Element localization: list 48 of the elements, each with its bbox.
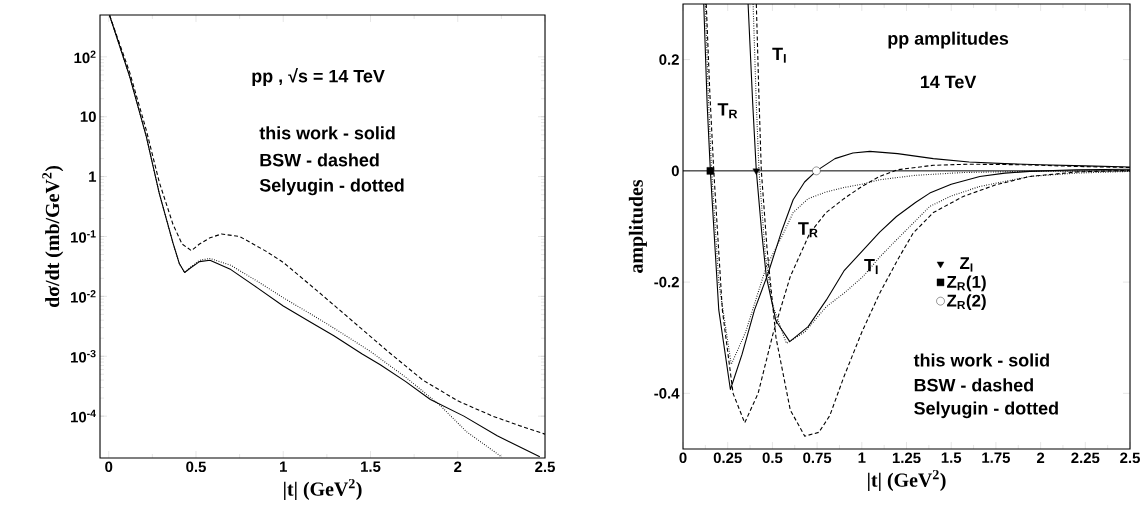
annotation: Selyugin - dotted	[259, 178, 404, 196]
annotation: Selyugin - dotted	[914, 401, 1058, 419]
y-tick-label: 0	[671, 165, 679, 177]
x-tick-label: 1.5	[941, 452, 962, 463]
text: pp amplitudes	[888, 31, 1009, 49]
y-tick-label: 10$^{-4}$	[71, 409, 96, 423]
x-tick-label: 2	[1036, 452, 1045, 463]
x-tick-label: 2.25	[1071, 452, 1100, 464]
x-tick-label: 2	[454, 461, 462, 472]
annotation: T$_{I}$	[772, 47, 786, 63]
x-axis-title: |t| (GeV$^{2}$)	[284, 478, 362, 500]
text: 14 TeV	[920, 75, 977, 89]
y-tick-label: 10$^{2}$	[74, 50, 96, 64]
x-tick-label: 1	[280, 461, 287, 472]
annotation: T$_{I}$	[864, 259, 878, 275]
legend-label: Z$_{R}$(2)	[947, 294, 986, 311]
x-tick-label: 0	[105, 461, 113, 473]
y-tick-label: 1	[89, 171, 97, 182]
x-tick-label: 0.25	[713, 452, 742, 464]
x-tick-label: 1.75	[982, 452, 1011, 463]
x-tick-label: 0.5	[186, 461, 206, 473]
annotation: this work - solid	[259, 126, 395, 140]
y-tick-label: -0.2	[654, 276, 679, 288]
x-tick-label: 1.25	[892, 452, 921, 464]
x-tick-label: 2.5	[535, 461, 555, 473]
text: pp , √s = 14 TeV	[252, 68, 385, 86]
x-tick-label: 1.5	[361, 461, 381, 472]
y-tick-label: 10$^{-2}$	[71, 290, 96, 303]
y-tick-label: -0.4	[654, 388, 680, 399]
x-tick-label: 2.5	[1120, 452, 1140, 464]
annotation: T$_{R}$	[717, 103, 738, 119]
x-tick-label: 0.5	[762, 452, 783, 464]
annotation: BSW - dashed	[260, 153, 379, 167]
annotation: this work - solid	[913, 353, 1049, 367]
y-axis-title: amplitudes	[628, 179, 647, 273]
legend-label: Z$_{R}$(1)	[947, 275, 986, 292]
y-tick-label: 0.2	[659, 54, 679, 65]
x-axis-title: |t| (GeV$^{2}$)	[868, 469, 946, 491]
y-tick-label: 10$^{-1}$	[71, 230, 96, 243]
annotation: BSW - dashed	[914, 378, 1033, 392]
x-tick-label: 0	[679, 452, 687, 464]
x-tick-label: 0.75	[803, 452, 832, 464]
y-axis-title: dσ/dt (mb/GeV$^{2}$)	[42, 165, 64, 308]
legend-label: Z$_{I}$	[959, 257, 973, 272]
y-tick-label: 10$^{-3}$	[71, 349, 96, 363]
y-tick-label: 10	[80, 111, 96, 123]
x-tick-label: 1	[858, 452, 866, 463]
annotation: T$_{R}$	[798, 222, 818, 238]
